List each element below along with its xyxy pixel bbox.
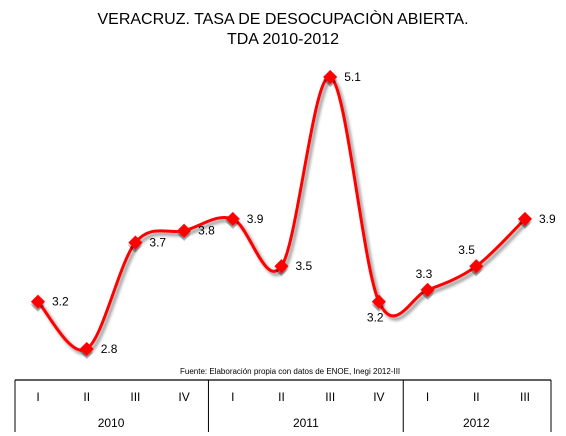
x-tick-label: IV	[373, 390, 384, 404]
data-label: 3.5	[458, 243, 475, 257]
data-point	[469, 259, 484, 274]
x-tick-label: II	[278, 390, 285, 404]
data-label: 5.1	[344, 70, 361, 84]
data-label: 3.9	[539, 212, 556, 226]
x-tick-label: IV	[178, 390, 189, 404]
x-tick-label: I	[426, 390, 429, 404]
data-point	[371, 294, 386, 309]
data-point	[274, 259, 289, 274]
x-group-label: 2012	[463, 416, 490, 430]
x-group-label: 2010	[98, 416, 125, 430]
data-point	[79, 341, 94, 357]
x-tick-label: III	[520, 390, 530, 404]
data-label: 3.5	[296, 259, 313, 273]
data-label: 3.2	[367, 311, 384, 325]
x-group-label: 2011	[293, 416, 319, 430]
source-note: Fuente: Elaboración propia con datos de …	[180, 367, 401, 376]
data-point	[420, 282, 435, 297]
chart-title: VERACRUZ. TASA DE DESOCUPACIÒN ABIERTA.	[97, 11, 469, 28]
data-label: 3.2	[52, 295, 69, 309]
x-tick-label: II	[83, 390, 90, 404]
data-label: 3.8	[198, 224, 215, 238]
data-point	[30, 294, 46, 309]
data-point	[177, 223, 192, 238]
data-point	[128, 235, 143, 250]
chart-subtitle: TDA 2010-2012	[226, 31, 340, 48]
x-tick-label: III	[130, 390, 140, 404]
data-point	[517, 211, 533, 226]
data-label: 3.3	[416, 267, 433, 281]
data-point	[225, 211, 240, 226]
x-tick-label: I	[231, 390, 234, 404]
data-label: 3.9	[247, 212, 264, 226]
x-tick-label: II	[473, 390, 480, 404]
x-tick-label: I	[36, 390, 39, 404]
x-tick-label: III	[325, 390, 335, 404]
data-point	[323, 69, 338, 85]
data-label: 3.7	[149, 236, 166, 250]
series-line	[36, 75, 527, 352]
data-label: 2.8	[101, 342, 118, 356]
